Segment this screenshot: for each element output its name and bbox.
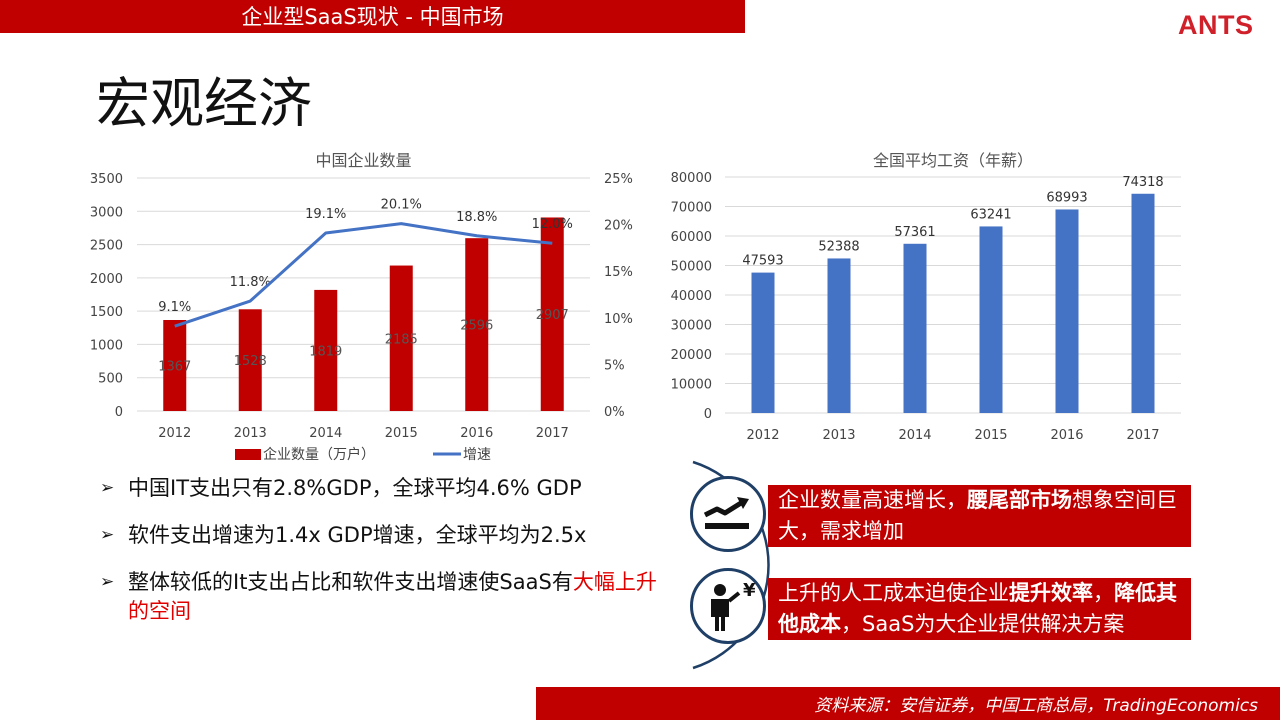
bar-value-label: 52388 — [818, 239, 859, 254]
y2-tick-label: 20% — [604, 219, 633, 234]
bar-value-label: 2185 — [385, 332, 418, 347]
bar-value-label: 74318 — [1122, 175, 1163, 190]
bar — [389, 265, 413, 411]
legend-label: 增速 — [463, 447, 491, 463]
bar — [1131, 193, 1155, 413]
growth-line — [174, 222, 553, 328]
x-tick-label: 2013 — [234, 426, 267, 441]
chart-title: 全国平均工资（年薪） — [873, 151, 1033, 170]
bar-value-label: 2596 — [460, 319, 493, 334]
x-tick-label: 2016 — [1050, 428, 1083, 443]
y-tick-label: 3000 — [90, 205, 123, 220]
x-tick-label: 2013 — [822, 428, 855, 443]
bullet-item: ➢ 中国IT支出只有2.8%GDP，全球平均4.6% GDP — [100, 474, 670, 503]
y2-tick-label: 0% — [604, 405, 625, 420]
bar — [751, 272, 775, 413]
x-tick-label: 2012 — [746, 428, 779, 443]
trend-up-icon — [690, 476, 766, 552]
y-tick-label: 40000 — [671, 289, 712, 304]
line-value-label: 19.1% — [305, 207, 346, 222]
legend-label: 企业数量（万户） — [263, 446, 375, 463]
bar-value-label: 1819 — [309, 344, 342, 359]
y-tick-label: 80000 — [671, 171, 712, 186]
x-tick-label: 2015 — [974, 428, 1007, 443]
line-value-label: 11.8% — [230, 275, 271, 290]
y-tick-label: 1500 — [90, 305, 123, 320]
bullet-item: ➢ 整体较低的It支出占比和软件支出增速使SaaS有大幅上升的空间 — [100, 568, 670, 626]
bar — [827, 258, 851, 413]
line-value-label: 18.8% — [456, 210, 497, 225]
y-tick-label: 2500 — [90, 239, 123, 254]
bar — [163, 319, 187, 411]
page-title: 宏观经济 — [96, 72, 312, 135]
bar — [238, 309, 262, 411]
arrow-bullet-icon: ➢ — [100, 478, 115, 498]
y-tick-label: 3500 — [90, 172, 123, 187]
bullet-list: ➢ 中国IT支出只有2.8%GDP，全球平均4.6% GDP ➢ 软件支出增速为… — [100, 474, 670, 644]
y-tick-label: 0 — [704, 407, 712, 422]
bar — [1055, 209, 1079, 413]
bar-value-label: 2907 — [536, 308, 569, 323]
legend-swatch-bar — [235, 449, 261, 460]
bar-value-label: 1528 — [234, 354, 267, 369]
bullet-text: 中国IT支出只有2.8%GDP，全球平均4.6% GDP — [128, 476, 582, 500]
y-tick-label: 20000 — [671, 348, 712, 363]
bar-value-label: 63241 — [970, 207, 1011, 222]
y-tick-label: 1000 — [90, 338, 123, 353]
bullet-item: ➢ 软件支出增速为1.4x GDP增速，全球平均为2.5x — [100, 521, 670, 550]
x-tick-label: 2014 — [309, 426, 342, 441]
businessman-yen-icon: ¥ — [690, 568, 766, 644]
line-value-label: 9.1% — [158, 300, 191, 315]
bar — [903, 243, 927, 413]
insight-bold: 腰尾部市场 — [967, 488, 1072, 512]
y-tick-label: 0 — [115, 405, 123, 420]
y-tick-label: 10000 — [671, 378, 712, 393]
line-value-label: 20.1% — [381, 198, 422, 213]
y-tick-label: 50000 — [671, 260, 712, 275]
bar — [314, 289, 338, 411]
insight-bold: 提升效率 — [1009, 581, 1093, 605]
line-value-label: 12.0% — [532, 217, 573, 232]
bullet-text: 软件支出增速为1.4x GDP增速，全球平均为2.5x — [128, 523, 587, 547]
svg-text:¥: ¥ — [743, 580, 756, 601]
insight-box-2: 上升的人工成本迫使企业提升效率，降低其他成本，SaaS为大企业提供解决方案 — [768, 578, 1191, 640]
x-tick-label: 2015 — [385, 426, 418, 441]
bullet-text: 整体较低的It支出占比和软件支出增速使SaaS有 — [128, 570, 573, 594]
y-tick-label: 500 — [98, 372, 123, 387]
bar — [465, 238, 489, 411]
footer-bar: 资料来源：安信证券，中国工商总局，TradingEconomics — [536, 687, 1280, 720]
chart-title: 中国企业数量 — [315, 151, 411, 170]
y2-tick-label: 25% — [604, 172, 633, 187]
y2-tick-label: 5% — [604, 358, 625, 373]
header-bar: 企业型SaaS现状 - 中国市场 — [0, 0, 745, 33]
insight-bold: 降低其他成本 — [778, 581, 1177, 636]
y2-tick-label: 15% — [604, 265, 633, 280]
y-tick-label: 60000 — [671, 230, 712, 245]
arrow-bullet-icon: ➢ — [100, 572, 115, 592]
bar-value-label: 57361 — [894, 225, 935, 240]
x-tick-label: 2016 — [460, 426, 493, 441]
ants-logo: ANTS — [1178, 10, 1254, 40]
bar — [540, 217, 564, 411]
x-tick-label: 2014 — [898, 428, 931, 443]
y-tick-label: 2000 — [90, 272, 123, 287]
bar — [979, 226, 1003, 413]
bar-value-label: 68993 — [1046, 190, 1087, 205]
bullet-highlight-text: 大幅上升的空间 — [128, 570, 657, 623]
arrow-bullet-icon: ➢ — [100, 525, 115, 545]
bar-value-label: 47593 — [742, 254, 783, 269]
bar-value-label: 1367 — [158, 359, 191, 374]
x-tick-label: 2012 — [158, 426, 191, 441]
x-tick-label: 2017 — [536, 426, 569, 441]
y2-tick-label: 10% — [604, 312, 633, 327]
x-tick-label: 2017 — [1126, 428, 1159, 443]
source-note: 资料来源：安信证券，中国工商总局，TradingEconomics — [814, 696, 1258, 716]
y-tick-label: 30000 — [671, 319, 712, 334]
insight-box-1: 企业数量高速增长，腰尾部市场想象空间巨大，需求增加 — [768, 485, 1191, 547]
y-tick-label: 70000 — [671, 201, 712, 216]
header-title: 企业型SaaS现状 - 中国市场 — [241, 5, 504, 29]
